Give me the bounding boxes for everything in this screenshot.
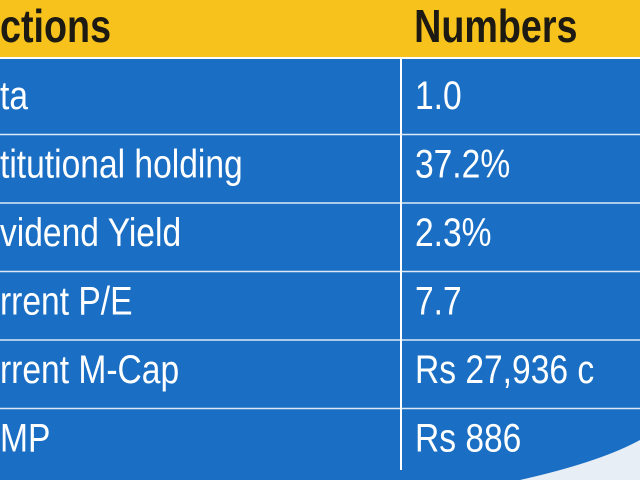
table-rows: ta 1.0 titutional holding 37.2% vidend Yield…: [0, 73, 594, 460]
header-cell: ctions: [0, 1, 111, 52]
value-cell: 1.0: [415, 73, 462, 117]
label-cell: vidend Yield: [0, 210, 181, 254]
corner-curve: [520, 440, 640, 480]
label-cell: rrent P/E: [0, 279, 133, 323]
value-cell: 37.2%: [415, 142, 510, 186]
value-cell: 7.7: [415, 279, 462, 323]
label-cell: titutional holding: [0, 142, 243, 186]
value-cell: Rs 886: [415, 416, 521, 460]
table-header: [0, 0, 640, 58]
label-cell: ta: [0, 73, 28, 117]
label-cell: MP: [0, 416, 50, 460]
label-cell: rrent M-Cap: [0, 347, 179, 391]
value-cell: 2.3%: [415, 210, 492, 254]
value-cell: Rs 27,936 c: [415, 347, 594, 391]
header-cell: Numbers: [414, 1, 577, 52]
